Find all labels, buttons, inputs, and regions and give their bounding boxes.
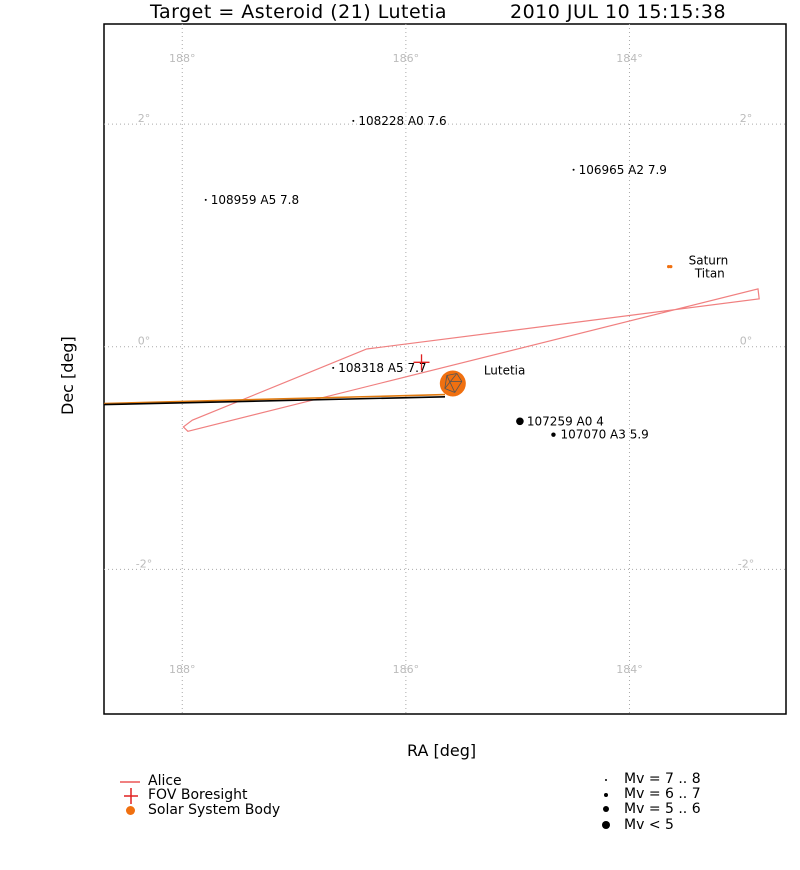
legend-boresight-label: FOV Boresight <box>148 787 248 803</box>
lutetia-shape-mesh <box>446 375 456 393</box>
legend-mag-6-7-label: Mv = 6 .. 7 <box>624 786 701 802</box>
star-point <box>516 417 524 426</box>
legend-alice-swatch <box>120 781 140 783</box>
star-point <box>352 119 355 122</box>
star-label: 107259 A0 4 <box>527 414 604 428</box>
star-point <box>551 432 556 437</box>
saturn-label: Saturn <box>689 254 729 268</box>
body-track-line <box>103 396 446 406</box>
lutetia-label: Lutetia <box>484 363 526 377</box>
alice-slit-outline <box>182 288 760 432</box>
chart-title: Target = Asteroid (21) Lutetia <box>150 1 448 23</box>
x-axis-label: RA [deg] <box>407 741 477 760</box>
star-label: 106965 A2 7.9 <box>579 163 667 177</box>
legend-mag-5-6-label: Mv = 5 .. 6 <box>624 801 701 817</box>
legend-mag-5-6-swatch <box>603 806 609 812</box>
titan-point <box>669 265 673 269</box>
legend-mag-lt-5-label: Mv < 5 <box>624 817 674 833</box>
y-tick-label-right: 2° <box>740 112 753 125</box>
y-axis-label: Dec [deg] <box>58 336 77 415</box>
x-tick-label-top: 188° <box>169 52 196 65</box>
star-label: 108959 A5 7.8 <box>211 193 299 207</box>
legend-alice-label: Alice <box>148 773 182 789</box>
body-track-line <box>103 393 446 405</box>
lutetia-shape-mesh <box>456 373 463 382</box>
star-label: 107070 A3 5.9 <box>560 428 648 442</box>
x-tick-label-top: 186° <box>393 52 420 65</box>
x-tick-label-bottom: 188° <box>169 663 196 676</box>
legend-body-label: Solar System Body <box>148 802 281 818</box>
lutetia-shape-mesh <box>444 375 448 389</box>
star-label: 108228 A0 7.6 <box>358 114 446 128</box>
legend-body-swatch <box>126 806 135 815</box>
legend-boresight-swatch <box>124 788 138 804</box>
star-point <box>332 366 335 369</box>
y-tick-label-left: -2° <box>136 557 152 570</box>
star-point <box>204 198 207 201</box>
legend-mag-6-7-swatch <box>604 793 608 797</box>
y-tick-label-right: 0° <box>740 335 753 348</box>
star-label: 108318 A5 7.7 <box>338 361 426 375</box>
y-tick-label-left: 0° <box>138 335 151 348</box>
x-tick-label-bottom: 186° <box>393 663 420 676</box>
legend-mag-7-8-swatch <box>605 779 607 781</box>
lutetia-shape-mesh <box>444 388 455 393</box>
saturn-point <box>667 265 671 269</box>
x-tick-label-bottom: 184° <box>616 663 643 676</box>
chart-title-bar: Target = Asteroid (21) Lutetia 2010 JUL … <box>0 0 800 26</box>
legend-mag-7-8-label: Mv = 7 .. 8 <box>624 771 701 787</box>
y-tick-label-left: 2° <box>138 112 151 125</box>
lutetia-shape-mesh <box>446 373 457 376</box>
chart-timestamp: 2010 JUL 10 15:15:38 <box>510 1 727 23</box>
titan-label: Titan <box>694 267 725 281</box>
plot-frame <box>103 23 787 715</box>
lutetia-shape-mesh <box>444 373 458 389</box>
x-tick-label-top: 184° <box>616 52 643 65</box>
legend-mag-lt-5-swatch <box>602 821 610 829</box>
lutetia-shape-mesh <box>454 381 463 393</box>
y-tick-label-right: -2° <box>738 557 754 570</box>
star-point <box>572 168 575 171</box>
